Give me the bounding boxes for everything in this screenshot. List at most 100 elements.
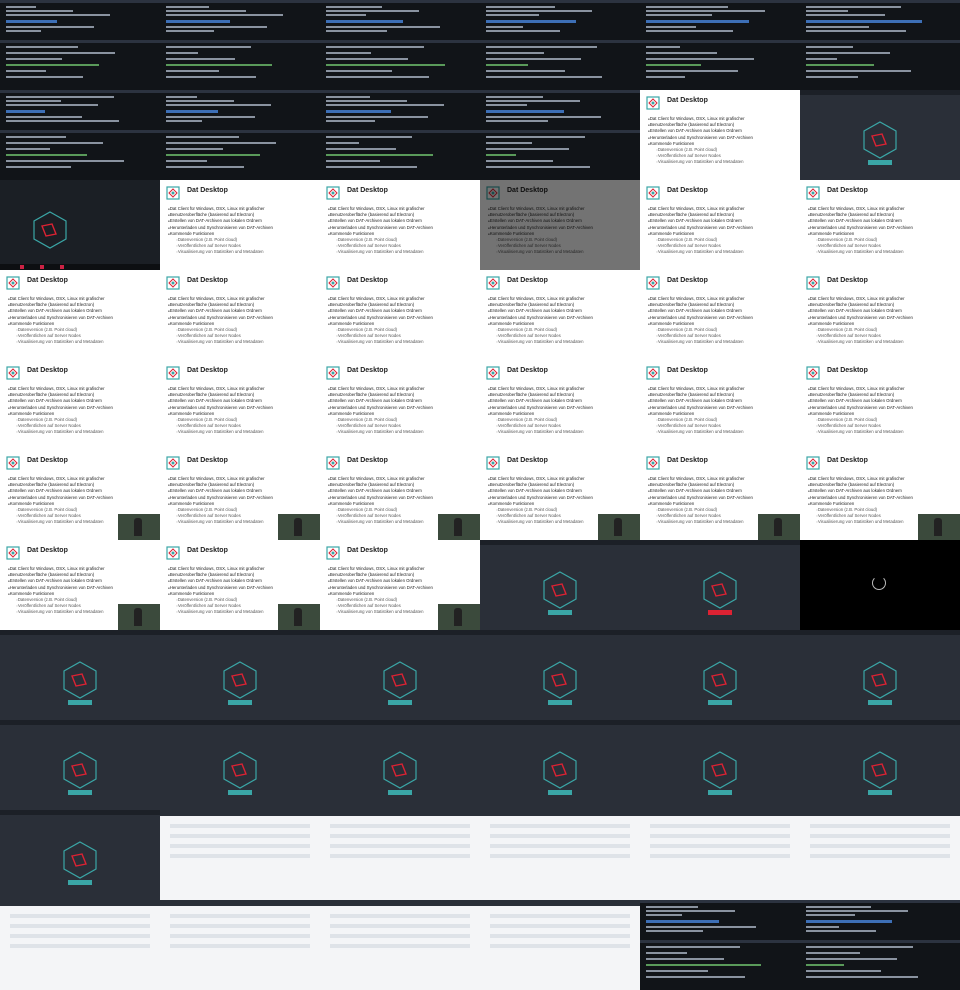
slide-title: Dat Desktop: [827, 457, 868, 464]
slide-bullets: Dat Client für Windows, OSX, Linux mit g…: [168, 476, 318, 526]
slide-bullet: Visualisierung von Statistiken und Metad…: [168, 249, 318, 255]
slide-thumbnail: Dat Desktop Dat Client für Windows, OSX, …: [320, 270, 480, 360]
slide-bullet: Herunterladen und Synchronisieren von DA…: [648, 135, 798, 141]
slide-bullet: Dat Client für Windows, OSX, Linux mit g…: [168, 206, 318, 212]
dat-logo-icon: [325, 275, 341, 291]
slide-bullet: Kommende Funktionen: [8, 411, 158, 417]
slide-bullet: Benutzeroberfläche (basierend auf Electr…: [168, 392, 318, 398]
slide-bullet: Datenversion (z.B. Point cloud): [808, 237, 958, 243]
slide-bullet: Visualisierung von Statistiken und Metad…: [808, 429, 958, 435]
slide-bullet: Kommende Funktionen: [328, 591, 478, 597]
slide-bullet: Dat Client für Windows, OSX, Linux mit g…: [328, 566, 478, 572]
slide-bullet: Datenversion (z.B. Point cloud): [648, 417, 798, 423]
slide-bullet: Visualisierung von Statistiken und Metad…: [808, 339, 958, 345]
speaker-camera: [438, 604, 480, 630]
terminal-thumbnail: [0, 90, 160, 180]
speaker-camera: [918, 514, 960, 540]
slide-bullet: Benutzeroberfläche (basierend auf Electr…: [328, 572, 478, 578]
dat-logo-icon: [165, 185, 181, 201]
slide-bullet: Herunterladen und Synchronisieren von DA…: [328, 315, 478, 321]
slide-bullets: Dat Client für Windows, OSX, Linux mit g…: [488, 386, 638, 436]
slide-title: Dat Desktop: [187, 367, 228, 374]
dat-logo-icon: [485, 275, 501, 291]
slide-bullet: Dat Client für Windows, OSX, Linux mit g…: [168, 296, 318, 302]
dat-app-thumbnail: [640, 540, 800, 630]
slide-bullet: Dat Client für Windows, OSX, Linux mit g…: [648, 206, 798, 212]
slide-title: Dat Desktop: [187, 547, 228, 554]
slide-bullets: Dat Client für Windows, OSX, Linux mit g…: [8, 566, 158, 616]
slide-bullet: Datenversion (z.B. Point cloud): [808, 417, 958, 423]
slide-bullet: Veröffentlichen auf Server Nodes: [328, 423, 478, 429]
slide-title: Dat Desktop: [507, 457, 548, 464]
slide-bullet: Visualisierung von Statistiken und Metad…: [328, 519, 478, 525]
slide-bullet: Dat Client für Windows, OSX, Linux mit g…: [8, 476, 158, 482]
slide-thumbnail: Dat Desktop Dat Client für Windows, OSX, …: [320, 540, 480, 630]
loading-thumbnail: [800, 540, 960, 630]
dat-app-thumbnail: [320, 720, 480, 810]
slide-bullet: Herunterladen und Synchronisieren von DA…: [648, 315, 798, 321]
slide-bullet: Kommende Funktionen: [488, 231, 638, 237]
slide-title: Dat Desktop: [667, 187, 708, 194]
speaker-camera: [438, 514, 480, 540]
dat-logo-icon: [5, 455, 21, 471]
slide-bullet: Benutzeroberfläche (basierend auf Electr…: [168, 302, 318, 308]
slide-bullets: Dat Client für Windows, OSX, Linux mit g…: [328, 296, 478, 346]
dat-app-thumbnail: [0, 810, 160, 900]
slide-bullet: Benutzeroberfläche (basierend auf Electr…: [328, 482, 478, 488]
slide-bullet: Dat Client für Windows, OSX, Linux mit g…: [328, 386, 478, 392]
dat-app-thumbnail: [800, 90, 960, 180]
slide-bullet: Erstellen von DAT-Archiven aus lokalen O…: [648, 128, 798, 134]
slide-bullet: Visualisierung von Statistiken und Metad…: [168, 519, 318, 525]
slide-bullet: Datenversion (z.B. Point cloud): [648, 147, 798, 153]
slide-bullet: Visualisierung von Statistiken und Metad…: [808, 519, 958, 525]
slide-bullet: Kommende Funktionen: [168, 411, 318, 417]
slide-thumbnail: Dat Desktop Dat Client für Windows, OSX, …: [0, 270, 160, 360]
slide-bullets: Dat Client für Windows, OSX, Linux mit g…: [328, 566, 478, 616]
slide-bullet: Erstellen von DAT-Archiven aus lokalen O…: [168, 488, 318, 494]
slide-bullet: Datenversion (z.B. Point cloud): [328, 507, 478, 513]
dat-logo-icon: [325, 185, 341, 201]
slide-bullet: Herunterladen und Synchronisieren von DA…: [808, 495, 958, 501]
slide-bullet: Veröffentlichen auf Server Nodes: [648, 513, 798, 519]
slide-bullet: Erstellen von DAT-Archiven aus lokalen O…: [8, 308, 158, 314]
slide-bullet: Veröffentlichen auf Server Nodes: [648, 243, 798, 249]
slide-bullet: Veröffentlichen auf Server Nodes: [808, 513, 958, 519]
slide-bullet: Benutzeroberfläche (basierend auf Electr…: [488, 482, 638, 488]
slide-bullet: Erstellen von DAT-Archiven aus lokalen O…: [8, 398, 158, 404]
slide-thumbnail: Dat Desktop Dat Client für Windows, OSX, …: [0, 540, 160, 630]
slide-bullet: Dat Client für Windows, OSX, Linux mit g…: [488, 386, 638, 392]
dat-logo-icon: [325, 455, 341, 471]
slide-bullet: Datenversion (z.B. Point cloud): [168, 237, 318, 243]
slide-bullet: Veröffentlichen auf Server Nodes: [808, 243, 958, 249]
speaker-camera: [278, 604, 320, 630]
dat-list-thumbnail: [800, 810, 960, 900]
slide-thumbnail: Dat Desktop Dat Client für Windows, OSX, …: [160, 360, 320, 450]
slide-bullet: Erstellen von DAT-Archiven aus lokalen O…: [648, 218, 798, 224]
slide-bullet: Benutzeroberfläche (basierend auf Electr…: [808, 392, 958, 398]
slide-bullet: Dat Client für Windows, OSX, Linux mit g…: [488, 206, 638, 212]
slide-bullet: Kommende Funktionen: [168, 591, 318, 597]
slide-bullet: Erstellen von DAT-Archiven aus lokalen O…: [328, 398, 478, 404]
slide-thumbnail: Dat Desktop Dat Client für Windows, OSX, …: [0, 450, 160, 540]
slide-bullet: Kommende Funktionen: [328, 321, 478, 327]
slide-bullet: Dat Client für Windows, OSX, Linux mit g…: [8, 386, 158, 392]
slide-bullet: Benutzeroberfläche (basierend auf Electr…: [328, 212, 478, 218]
slide-bullet: Visualisierung von Statistiken und Metad…: [648, 159, 798, 165]
slide-bullet: Herunterladen und Synchronisieren von DA…: [648, 405, 798, 411]
slide-bullet: Kommende Funktionen: [168, 501, 318, 507]
slide-bullets: Dat Client für Windows, OSX, Linux mit g…: [648, 386, 798, 436]
slide-bullet: Datenversion (z.B. Point cloud): [8, 327, 158, 333]
slide-bullet: Dat Client für Windows, OSX, Linux mit g…: [328, 206, 478, 212]
slide-bullet: Benutzeroberfläche (basierend auf Electr…: [808, 482, 958, 488]
dat-list-thumbnail: [480, 900, 640, 990]
slide-bullet: Erstellen von DAT-Archiven aus lokalen O…: [648, 398, 798, 404]
dat-logo-icon: [165, 365, 181, 381]
terminal-thumbnail: [640, 0, 800, 90]
slide-bullet: Benutzeroberfläche (basierend auf Electr…: [8, 482, 158, 488]
dat-logo-icon: [5, 365, 21, 381]
slide-bullets: Dat Client für Windows, OSX, Linux mit g…: [648, 296, 798, 346]
slide-bullet: Veröffentlichen auf Server Nodes: [168, 513, 318, 519]
slide-title: Dat Desktop: [827, 367, 868, 374]
slide-bullets: Dat Client für Windows, OSX, Linux mit g…: [168, 206, 318, 256]
